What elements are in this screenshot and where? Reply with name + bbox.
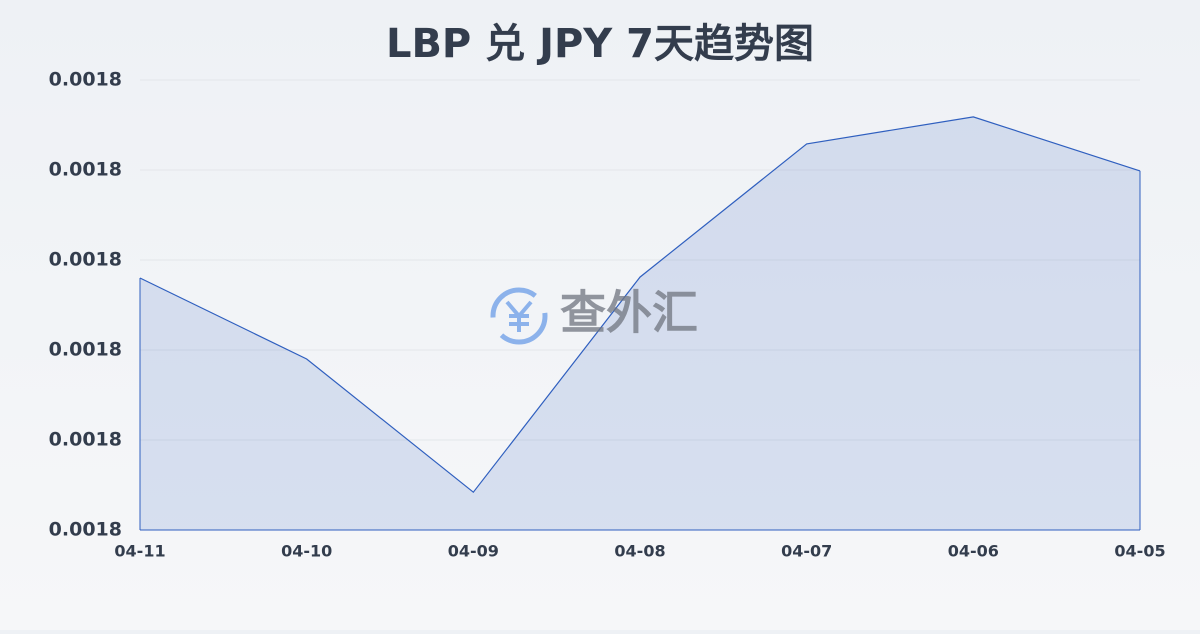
x-tick-label: 04-07 — [781, 542, 832, 561]
y-tick-label: 0.0018 — [49, 339, 122, 361]
y-tick-label: 0.0018 — [49, 249, 122, 271]
x-tick-label: 04-05 — [1114, 542, 1165, 561]
watermark-icon — [505, 300, 533, 332]
y-tick-label: 0.0018 — [49, 159, 122, 181]
area-fill — [140, 116, 1140, 531]
y-tick-label: 0.0018 — [49, 519, 122, 541]
x-tick-label: 04-11 — [114, 542, 165, 561]
y-tick-label: 0.0018 — [49, 69, 122, 91]
x-tick-label: 04-09 — [448, 542, 499, 561]
y-tick-label: 0.0018 — [49, 429, 122, 451]
watermark: 查外汇 — [490, 286, 698, 345]
x-tick-label: 04-06 — [948, 542, 999, 561]
chart-title: LBP 兑 JPY 7天趋势图 — [386, 21, 814, 67]
plot-area: 0.00180.00180.00180.00180.00180.001804-1… — [49, 69, 1166, 561]
x-tick-label: 04-08 — [614, 542, 665, 561]
watermark-icon — [490, 287, 548, 345]
watermark-text: 查外汇 — [560, 286, 698, 340]
x-tick-label: 04-10 — [281, 542, 332, 561]
line — [139, 116, 1141, 494]
